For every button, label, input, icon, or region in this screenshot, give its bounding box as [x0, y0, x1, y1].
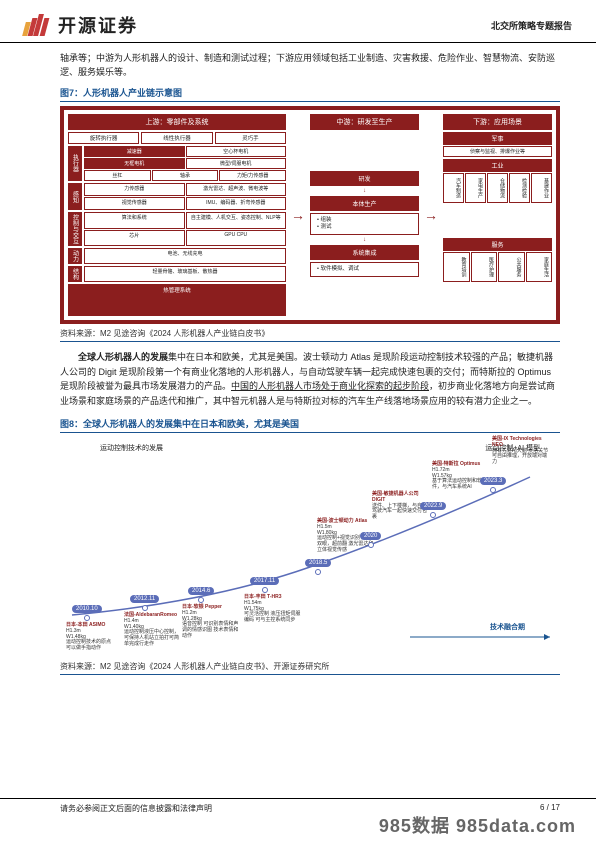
production-box: 本体生产	[310, 196, 419, 211]
midstream-column: 中游：研发至生产 研发 ↓ 本体生产 • 组装• 测试 ↓ 系统集成 • 软件模…	[310, 114, 419, 316]
timeline-point: 2012.11法国-AldebaranRomeoH1.4mW1.40kg运动控制…	[130, 595, 159, 613]
company-name: 开源证券	[58, 12, 138, 38]
page-header: 开源证券 北交所策略专题报告	[0, 0, 596, 43]
upstream-column: 上游：零部件及系统 旋转执行器 线性执行器 灵巧手 执行器 减速器空心杯电机 无…	[68, 114, 286, 316]
content-area: 轴承等；中游为人形机器人的设计、制造和测试过程；下游应用领域包括工业制造、灾害救…	[0, 43, 596, 675]
thermal-box: 热管理系统	[68, 284, 286, 316]
timeline-year: 2023.3	[480, 477, 506, 485]
timeline-year: 2020	[360, 532, 381, 540]
timeline-point: 2022.9美国-特斯拉 OptimusH1.72mW1.57kg基于算法运动控…	[420, 502, 446, 520]
paragraph-2: 全球人形机器人的发展集中在日本和欧美，尤其是美国。波士顿动力 Atlas 是现阶…	[60, 350, 560, 409]
exec-label: 执行器	[68, 146, 82, 181]
sense-label: 感知	[68, 183, 82, 211]
figure8-title: 图8：全球人形机器人的发展集中在日本和欧美，尤其是美国	[60, 417, 560, 433]
cat-box: 灵巧手	[215, 132, 286, 144]
prod-items: • 组装• 测试	[313, 216, 416, 232]
power-label: 动力	[68, 248, 82, 264]
mid-header: 中游：研发至生产	[310, 114, 419, 130]
timeline-point: 2014.6日本-软银 PepperH1.2mW1.28kg语音控制 可识别表情…	[188, 587, 214, 605]
figure8-timeline: 运动控制技术的发展 运动控制+AI 模型 2010.10日本-本田 ASIMOH…	[60, 437, 560, 657]
timeline-year: 2022.9	[420, 502, 446, 510]
timeline-year: 2017.11	[250, 577, 279, 585]
industrial-header: 工业	[443, 159, 552, 172]
cat-box: 线性执行器	[141, 132, 212, 144]
figure7-diagram: 上游：零部件及系统 旋转执行器 线性执行器 灵巧手 执行器 减速器空心杯电机 无…	[60, 106, 560, 324]
timeline-point: 2018.5美国-波士顿动力 AtlasH1.5mW1.80kg运动控制+视觉识…	[305, 559, 331, 577]
arrow-icon: →	[290, 114, 306, 316]
footer-disclaimer: 请务必参阅正文后面的信息披露和法律声明	[60, 803, 212, 814]
timeline-point: 2023.3美国-IX Technologies NEO拥有先进AI大脑 灵活关…	[480, 477, 506, 495]
company-logo-icon	[24, 14, 52, 36]
down-header: 下游：应用场景	[443, 114, 552, 130]
military-header: 军事	[443, 132, 552, 145]
intro-paragraph: 轴承等；中游为人形机器人的设计、制造和测试过程；下游应用领域包括工业制造、灾害救…	[60, 51, 560, 80]
control-label: 控制与交互	[68, 212, 82, 246]
int-items: • 软件模拟、调试	[313, 265, 416, 274]
report-type: 北交所策略专题报告	[491, 19, 572, 32]
cat-box: 旋转执行器	[68, 132, 139, 144]
research-box: 研发	[310, 171, 419, 186]
tech-merge-label: 技术融合期	[490, 622, 525, 632]
upstream-header: 上游：零部件及系统	[68, 114, 286, 130]
figure7-title: 图7：人形机器人产业链示意图	[60, 86, 560, 102]
timeline-year: 2018.5	[305, 559, 331, 567]
struct-label: 结构	[68, 266, 82, 282]
service-header: 服务	[443, 238, 552, 251]
timeline-point: 2017.11日本-丰田 T-HR3H1.54mW1.75kg可灵活控制 液压扭…	[250, 577, 279, 595]
timeline-year: 2012.11	[130, 595, 159, 603]
figure7-source: 资料来源：M2 见途咨询《2024 人形机器人产业链白皮书》	[60, 328, 560, 342]
timeline-year: 2010.10	[72, 605, 102, 613]
timeline-point: 2020美国-敏捷机器人公司 DIGIT送件、上下楼梯，与自动驾驶汽车一起快速交…	[360, 532, 381, 550]
timeline-point: 2010.10日本-本田 ASIMOH1.3mW1.48kg运动控制技术的原点可…	[72, 605, 102, 623]
downstream-column: 下游：应用场景 军事 侦察与监视、排爆作业等 工业 汽车制造 家电生产 仓储物流…	[443, 114, 552, 316]
arrow-icon: →	[423, 114, 439, 316]
integration-box: 系统集成	[310, 245, 419, 260]
timeline-year: 2014.6	[188, 587, 214, 595]
watermark: 985数据 985data.com	[379, 812, 576, 838]
figure8-source: 资料来源：M2 见途咨询《2024 人形机器人产业链白皮书》、开源证券研究所	[60, 661, 560, 675]
